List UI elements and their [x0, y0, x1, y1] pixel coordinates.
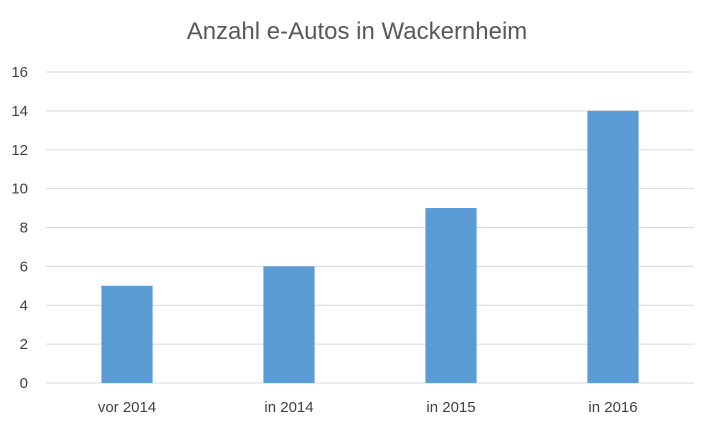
- y-tick-label: 2: [20, 336, 28, 353]
- x-tick-label: in 2016: [588, 399, 637, 416]
- y-tick-label: 4: [20, 297, 28, 314]
- bar: [101, 285, 153, 383]
- y-tick-label: 12: [11, 142, 28, 159]
- y-tick-label: 10: [11, 181, 28, 198]
- y-axis-ticks: 0 2 4 6 8 10 12 14 16: [11, 64, 28, 392]
- y-tick-label: 8: [20, 220, 28, 237]
- y-tick-label: 16: [11, 64, 28, 81]
- x-tick-label: vor 2014: [98, 399, 156, 416]
- gridlines: [46, 71, 694, 384]
- bars: [101, 110, 639, 383]
- chart-title: Anzahl e-Autos in Wackernheim: [187, 18, 528, 45]
- x-axis-ticks: vor 2014 in 2014 in 2015 in 2016: [98, 399, 638, 416]
- x-tick-label: in 2015: [426, 399, 475, 416]
- x-tick-label: in 2014: [264, 399, 313, 416]
- bar: [425, 208, 477, 383]
- y-tick-label: 14: [11, 103, 28, 120]
- bar: [263, 266, 315, 383]
- bar: [587, 110, 639, 383]
- y-tick-label: 6: [20, 258, 28, 275]
- y-tick-label: 0: [20, 375, 28, 392]
